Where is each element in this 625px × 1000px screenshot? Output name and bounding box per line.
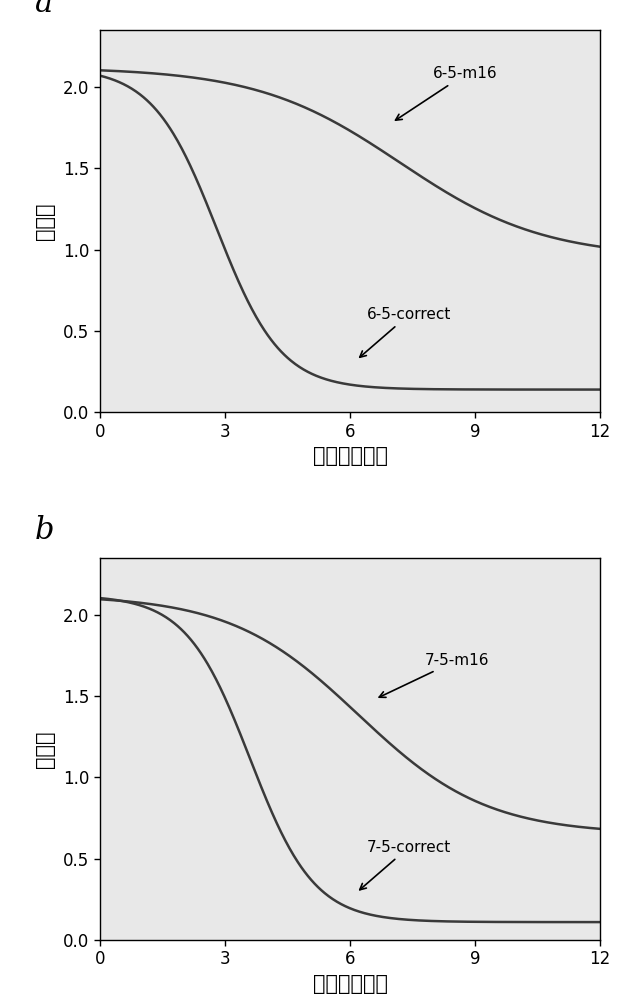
Text: b: b — [35, 515, 54, 546]
X-axis label: 时间（小时）: 时间（小时） — [312, 446, 388, 466]
Text: 6-5-m16: 6-5-m16 — [396, 66, 498, 120]
Y-axis label: 吸光度: 吸光度 — [35, 730, 55, 768]
Text: 6-5-correct: 6-5-correct — [360, 307, 451, 357]
Text: 7-5-correct: 7-5-correct — [360, 840, 451, 890]
Y-axis label: 吸光度: 吸光度 — [35, 202, 55, 240]
Text: 7-5-m16: 7-5-m16 — [379, 653, 489, 697]
Text: a: a — [35, 0, 53, 19]
X-axis label: 时间（小时）: 时间（小时） — [312, 974, 388, 994]
